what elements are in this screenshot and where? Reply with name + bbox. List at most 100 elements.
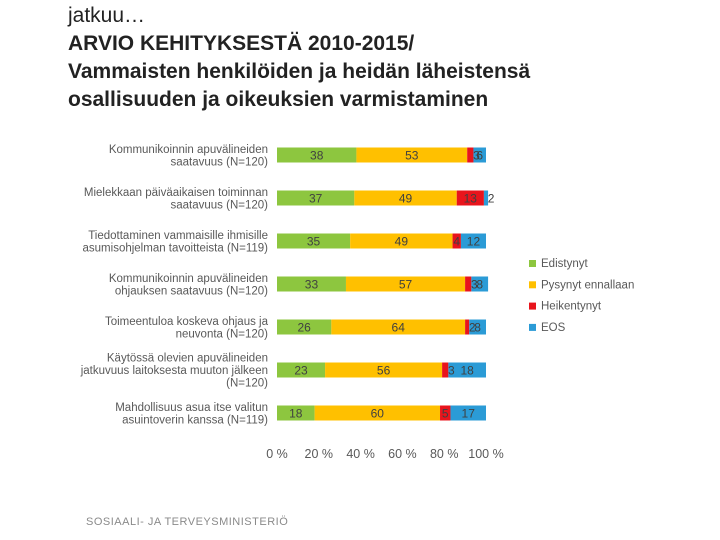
data-label: 26	[297, 321, 311, 335]
bar-segment-pysynyt-ennallaan	[354, 190, 457, 206]
bar-segment-heikentynyt	[465, 319, 470, 335]
category-label-line: Mielekkaan päiväaikaisen toiminnan	[84, 187, 268, 199]
bar-segment-edistynyt	[277, 319, 332, 335]
legend-label: Heikentynyt	[541, 301, 602, 313]
data-label: 33	[305, 278, 319, 292]
title-line-2: ARVIO KEHITYKSESTÄ 2010-2015/	[68, 32, 415, 55]
x-tick-label: 80 %	[430, 447, 459, 461]
data-label: 13	[464, 192, 478, 206]
bar-segment-pysynyt-ennallaan	[331, 319, 466, 335]
x-tick-label: 60 %	[388, 447, 417, 461]
category-label-line: Tiedottaminen vammaisille ihmisille	[88, 230, 268, 242]
category-label-line: Käytössä olevien apuvälineiden	[107, 353, 268, 365]
bar-segment-heikentynyt	[467, 147, 474, 163]
data-label: 18	[289, 407, 303, 421]
bar-segment-heikentynyt	[465, 276, 472, 292]
ministry-footer: SOSIAALI- JA TERVEYSMINISTERIÖ	[86, 516, 289, 528]
category-label: Kommunikoinnin apuvälineiden saatavuus (N…	[109, 144, 268, 169]
title-line-3: Vammaisten henkilöiden ja heidän läheist…	[68, 60, 531, 83]
data-label: 56	[377, 364, 391, 378]
bar-segment-eos	[473, 147, 486, 163]
bar-segment-edistynyt	[277, 233, 351, 249]
data-label: 2	[488, 192, 495, 206]
category-label-line: Kommunikoinnin apuvälineiden	[109, 144, 268, 156]
data-label: 18	[461, 364, 475, 378]
bar-segment-eos	[450, 405, 486, 421]
bar-segment-pysynyt-ennallaan	[325, 362, 443, 378]
bar-segment-eos	[471, 276, 489, 292]
bar-segment-heikentynyt	[442, 362, 449, 378]
data-label: 8	[474, 321, 481, 335]
category-label: Kommunikoinnin apuvälineiden ohjauksen sa…	[109, 273, 268, 298]
category-label-line: saatavuus (N=120)	[171, 199, 269, 211]
data-label: 4	[453, 235, 460, 249]
data-label: 64	[392, 321, 406, 335]
data-label: 23	[294, 364, 308, 378]
category-label-line: Mahdollisuus asua itse valitun	[115, 402, 268, 414]
data-label: 3	[471, 278, 478, 292]
x-axis: 0 % 20 % 40 % 60 % 80 % 100 %	[266, 447, 504, 461]
data-label: 57	[399, 278, 413, 292]
category-label-line: Toimeentuloa koskeva ohjaus ja	[105, 316, 269, 328]
data-label: 49	[399, 192, 413, 206]
slide-title: jatkuu… ARVIO KEHITYKSESTÄ 2010-2015/ Va…	[68, 2, 708, 114]
title-line-4: osallisuuden ja oikeuksien varmistaminen	[68, 88, 489, 111]
bar-segment-pysynyt-ennallaan	[350, 233, 453, 249]
category-label-line: asumisohjelman tavoitteista (N=119)	[83, 242, 269, 254]
bar-segment-eos	[448, 362, 486, 378]
data-label: 6	[476, 149, 483, 163]
legend-label: Edistynyt	[541, 258, 588, 270]
data-label: 3	[473, 149, 480, 163]
legend-swatch	[529, 281, 536, 289]
data-label: 35	[307, 235, 321, 249]
bar-segment-eos	[460, 233, 486, 249]
bar-segment-eos	[469, 319, 486, 335]
category-label: Toimeentuloa koskeva ohjaus ja neuvonta (…	[105, 316, 269, 341]
data-label: 2	[469, 321, 476, 335]
category-label-line: jatkuvuus laitoksesta muuton jälkeen	[80, 365, 268, 377]
bar-segment-edistynyt	[277, 405, 315, 421]
data-label: 3	[448, 364, 455, 378]
category-label: Tiedottaminen vammaisille ihmisille asumi…	[83, 230, 269, 255]
bar-segment-edistynyt	[277, 276, 346, 292]
title-line-1: jatkuu…	[68, 4, 146, 27]
category-label-line: asuintoverin kanssa (N=119)	[122, 414, 268, 426]
category-label: Käytössä olevien apuvälineiden jatkuvuus …	[80, 353, 268, 390]
category-label-line: Kommunikoinnin apuvälineiden	[109, 273, 268, 285]
legend-label: Pysynyt ennallaan	[541, 279, 634, 291]
bar-segment-pysynyt-ennallaan	[314, 405, 441, 421]
data-label: 38	[310, 149, 324, 163]
legend-swatch	[529, 260, 536, 267]
bar-segment-edistynyt	[277, 362, 326, 378]
data-label: 17	[462, 407, 476, 421]
data-label: 37	[309, 192, 323, 206]
data-label: 5	[442, 407, 449, 421]
bar-segment-heikentynyt	[456, 190, 484, 206]
x-tick-label: 20 %	[305, 447, 334, 461]
legend-label: EOS	[541, 322, 566, 334]
category-labels: Kommunikoinnin apuvälineiden saatavuus (N…	[80, 144, 269, 427]
category-label-line: ohjauksen saatavuus (N=120)	[115, 285, 268, 297]
bar-segment-pysynyt-ennallaan	[345, 276, 466, 292]
legend: Edistynyt Pysynyt ennallaan Heikentynyt EOS	[529, 258, 634, 334]
bar-segment-eos	[483, 190, 489, 206]
data-label: 49	[395, 235, 409, 249]
bar-segment-pysynyt-ennallaan	[356, 147, 468, 163]
x-tick-label: 100 %	[468, 447, 503, 461]
category-label: Mielekkaan päiväaikaisen toiminnan saatav…	[84, 187, 268, 212]
x-tick-label: 0 %	[266, 447, 288, 461]
data-label: 53	[405, 149, 419, 163]
category-label-line: saatavuus (N=120)	[171, 156, 269, 168]
category-label: Mahdollisuus asua itse valitun asuintover…	[115, 402, 268, 427]
bar-segment-heikentynyt	[440, 405, 451, 421]
x-tick-label: 40 %	[346, 447, 375, 461]
legend-swatch	[529, 302, 536, 310]
data-label: 60	[371, 407, 385, 421]
bar-segment-edistynyt	[277, 147, 357, 163]
bar-segment-heikentynyt	[452, 233, 461, 249]
category-label-line: (N=120)	[226, 378, 268, 390]
category-label-line: neuvonta (N=120)	[176, 328, 269, 340]
bar-segment-edistynyt	[277, 190, 355, 206]
